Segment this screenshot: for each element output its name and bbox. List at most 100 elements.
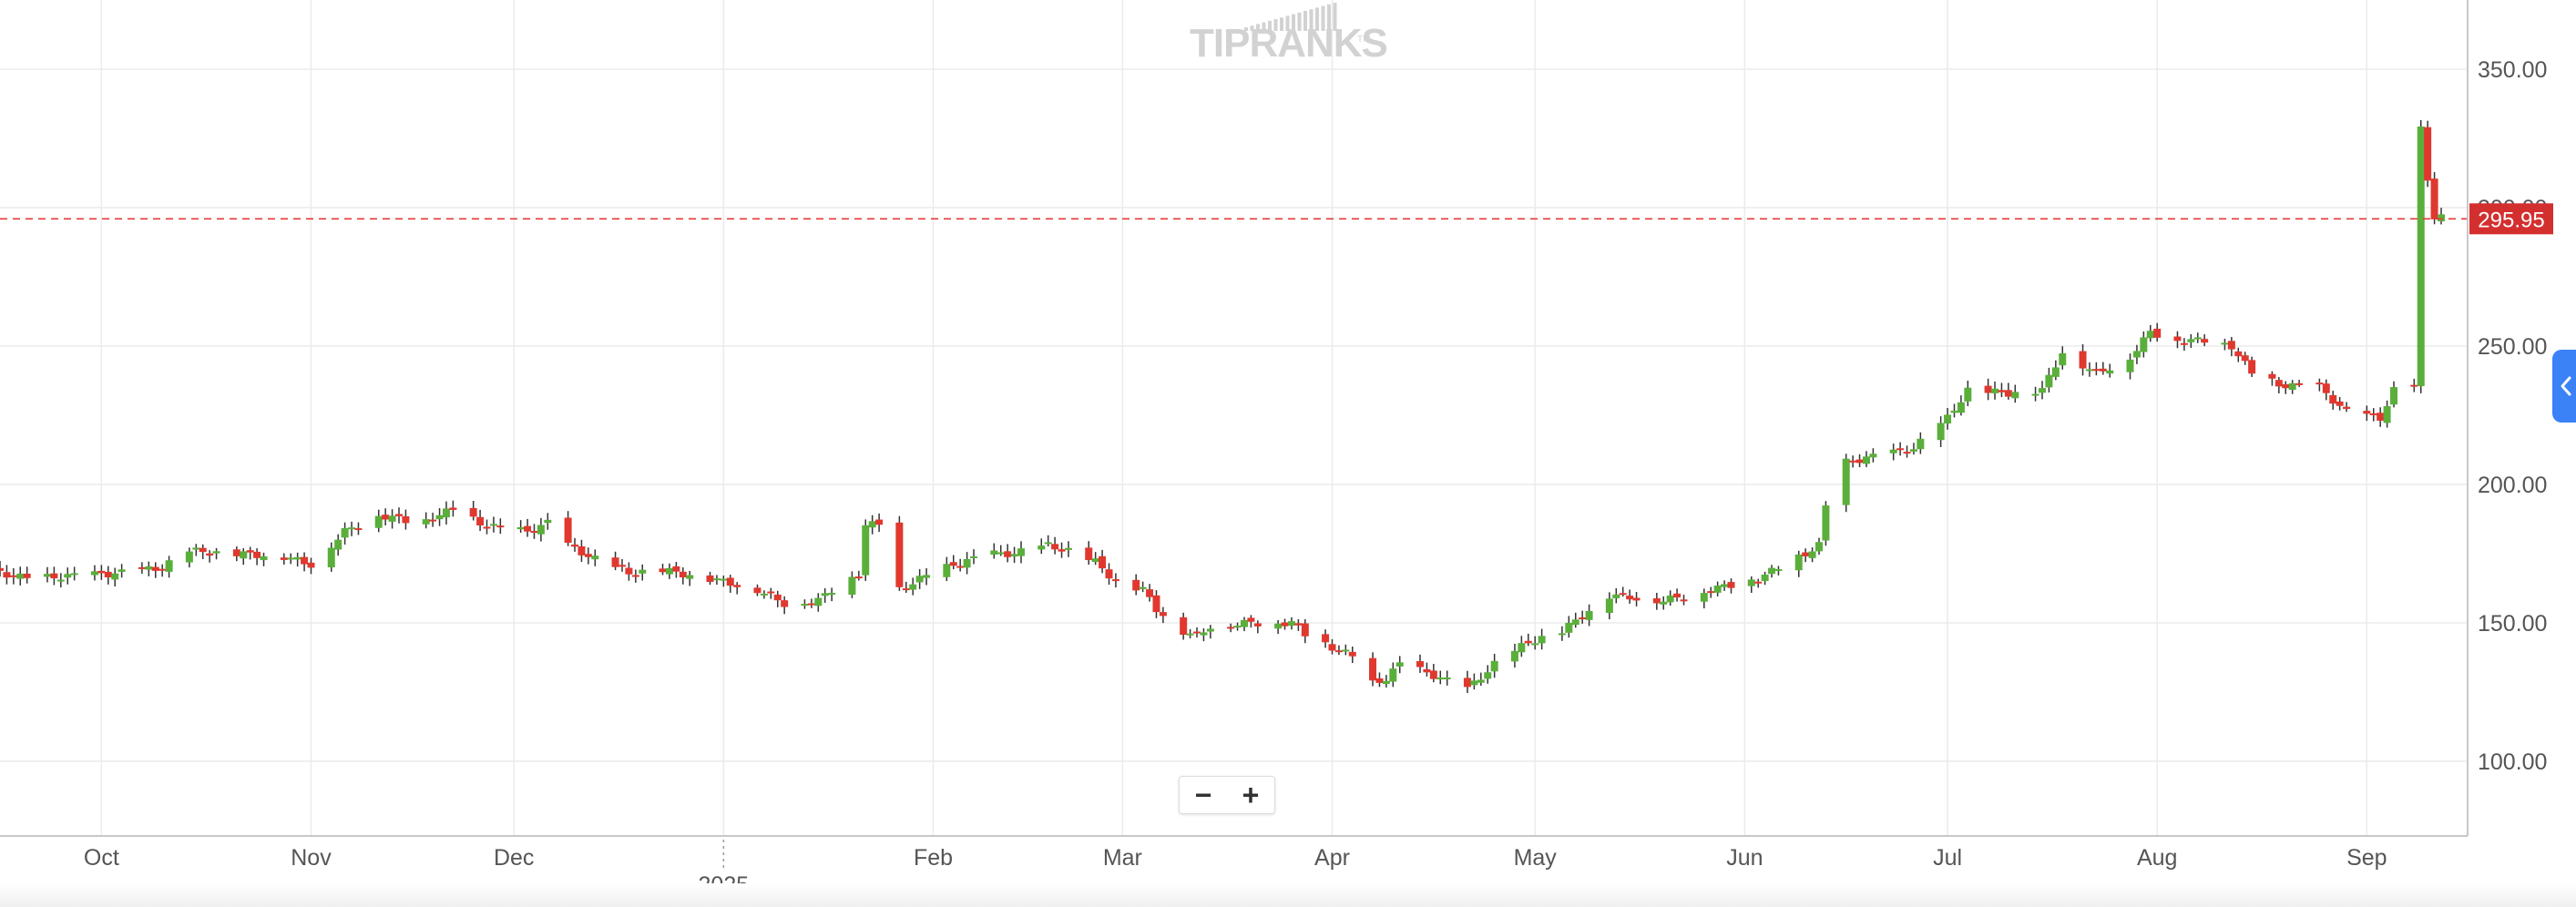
- x-tick-label: Sep: [2346, 845, 2387, 871]
- candle: [1802, 548, 1810, 563]
- candle: [2193, 332, 2202, 343]
- candle-body: [449, 507, 457, 510]
- candle: [199, 544, 207, 559]
- candle-body: [1429, 670, 1437, 679]
- candle-body: [1944, 414, 1952, 424]
- candle-body: [2011, 392, 2019, 399]
- candle-body: [348, 527, 356, 530]
- candle: [1477, 672, 1485, 687]
- candle-body: [2369, 413, 2377, 415]
- candle: [1044, 535, 1052, 547]
- candle-body: [963, 558, 971, 568]
- candle: [2383, 400, 2391, 428]
- candle-body: [2004, 390, 2012, 397]
- candle: [260, 552, 268, 566]
- candle: [1862, 451, 1870, 467]
- candle-body: [1652, 597, 1661, 604]
- candle: [1761, 571, 1769, 586]
- candle: [1334, 645, 1343, 656]
- candle: [1132, 574, 1140, 596]
- candle: [1484, 665, 1492, 684]
- candle-body: [2106, 370, 2114, 374]
- candle: [2417, 120, 2425, 393]
- candle-body: [990, 550, 998, 555]
- candle: [64, 567, 72, 585]
- candle: [773, 590, 782, 607]
- candle: [1423, 662, 1431, 677]
- candle-body: [1443, 678, 1451, 680]
- candle-body: [584, 554, 592, 557]
- candle-body: [1477, 679, 1485, 683]
- candle: [963, 552, 971, 575]
- candle: [1429, 664, 1437, 683]
- candle: [1443, 670, 1451, 686]
- candle: [781, 596, 789, 615]
- candle: [956, 558, 965, 572]
- candle: [253, 548, 261, 566]
- zoom-out-button[interactable]: −: [1194, 779, 1212, 811]
- candle-body: [232, 549, 240, 556]
- watermark-bar: [1273, 19, 1278, 31]
- candle: [2424, 120, 2432, 188]
- candle: [720, 575, 728, 587]
- candle: [23, 566, 31, 584]
- candle-body: [476, 516, 485, 525]
- candle-body: [90, 571, 98, 576]
- candle: [111, 567, 119, 586]
- candle: [307, 557, 315, 575]
- candle-body: [1180, 617, 1188, 636]
- candle-body: [469, 507, 477, 517]
- candle-body: [165, 560, 173, 572]
- candle: [1754, 578, 1763, 588]
- candle: [16, 566, 25, 586]
- candle-body: [875, 519, 884, 525]
- candle: [1253, 620, 1262, 634]
- candle-body: [2079, 351, 2087, 369]
- candle: [2234, 347, 2243, 362]
- candle: [1700, 588, 1708, 609]
- candle-body: [1585, 610, 1593, 620]
- candle: [537, 517, 545, 542]
- candle: [1200, 628, 1208, 642]
- side-panel-toggle[interactable]: [2552, 350, 2576, 423]
- candle: [1707, 586, 1715, 598]
- candle-body: [524, 525, 532, 532]
- candle: [943, 556, 951, 582]
- candle: [1146, 584, 1154, 602]
- candle-body: [1395, 662, 1404, 667]
- watermark-bar: [1262, 22, 1266, 31]
- candle-body: [828, 593, 836, 596]
- x-tick-label: Jul: [1933, 845, 1962, 871]
- candle-body: [1247, 617, 1255, 622]
- x-tick-label: Oct: [84, 845, 119, 871]
- candle-body: [1957, 402, 1965, 413]
- candle-body: [293, 556, 302, 560]
- candle: [2227, 337, 2235, 357]
- watermark-bar: [1285, 15, 1290, 31]
- y-tick-label: 250.00: [2478, 334, 2547, 360]
- candle-body: [1091, 558, 1099, 563]
- candle: [1322, 629, 1330, 648]
- candle-body: [1761, 575, 1769, 582]
- candle: [192, 544, 200, 556]
- candle-body: [712, 578, 721, 581]
- candle-body: [2031, 393, 2039, 396]
- candle-body: [1579, 617, 1587, 620]
- candle: [1849, 455, 1857, 468]
- x-tick-label: Dec: [494, 845, 534, 871]
- candle: [1713, 581, 1722, 596]
- candle: [1950, 403, 1958, 418]
- candle: [2132, 344, 2141, 364]
- candle: [1889, 443, 1897, 461]
- candle: [1436, 670, 1445, 685]
- watermark-bar: [1321, 5, 1325, 31]
- candle: [1822, 501, 1830, 546]
- zoom-in-button[interactable]: +: [1242, 779, 1260, 811]
- candle-body: [1301, 623, 1309, 637]
- candle-body: [2383, 405, 2391, 423]
- candle-body: [2140, 337, 2148, 352]
- candle: [1085, 541, 1093, 566]
- candle-body: [1909, 449, 1917, 452]
- candle-body: [753, 587, 762, 594]
